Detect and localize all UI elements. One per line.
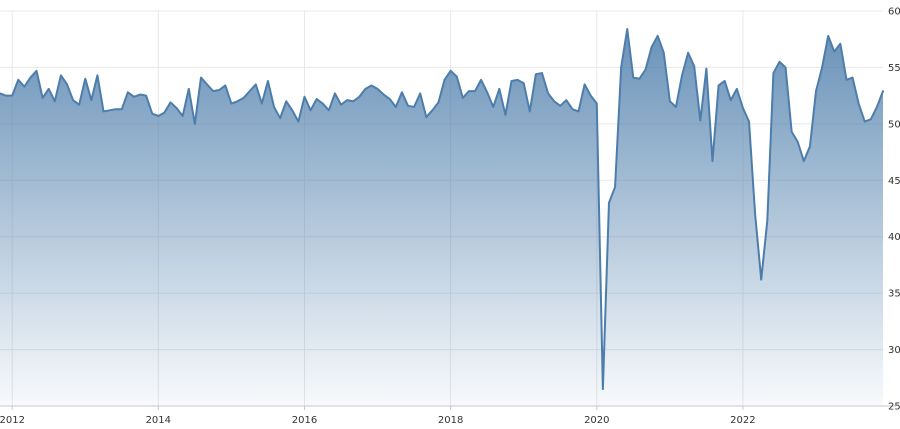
plot-area[interactable] (0, 11, 883, 406)
x-axis-tick-label: 2014 (146, 415, 171, 426)
y-axis-tick-label: 35 (888, 289, 900, 300)
x-axis-tick-label: 2016 (292, 415, 317, 426)
series-line (0, 28, 884, 391)
y-axis-tick-label: 60 (888, 7, 900, 18)
y-axis-tick-label: 50 (888, 119, 900, 130)
x-axis-tick-label: 2020 (584, 415, 609, 426)
x-axis-tick-label: 2022 (730, 415, 755, 426)
y-axis-tick-label: 55 (888, 63, 900, 74)
x-axis-labels: 2012 2014 2016 2018 2020 2022 (0, 406, 756, 426)
y-axis-tick-label: 25 (888, 402, 900, 413)
y-axis-labels: 25 30 35 40 45 50 55 60 (888, 7, 900, 413)
y-axis-tick-label: 40 (888, 232, 900, 243)
x-axis-tick-label: 2018 (438, 415, 463, 426)
series-area-fill (0, 29, 883, 407)
x-axis-tick-label: 2012 (0, 415, 25, 426)
y-axis-tick-label: 30 (888, 345, 900, 356)
y-axis-tick-label: 45 (888, 176, 900, 187)
